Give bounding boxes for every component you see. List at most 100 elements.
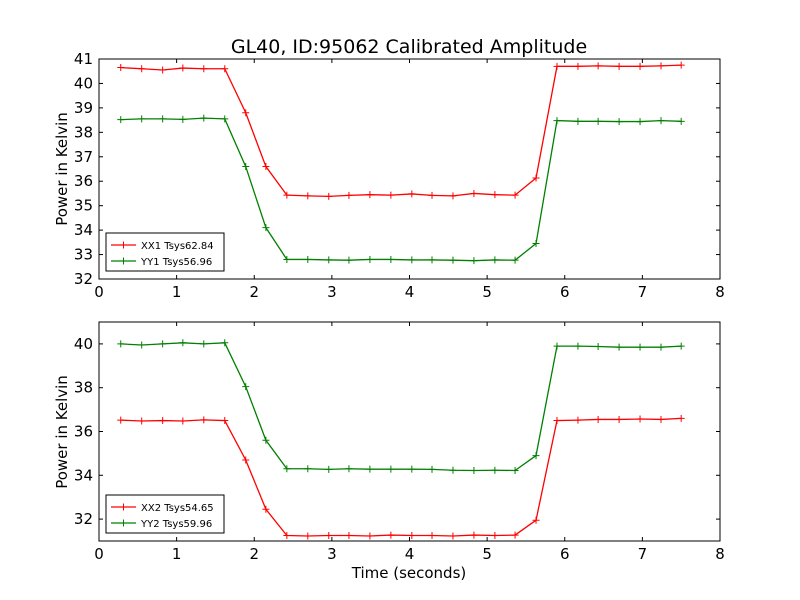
top-series-2-point: [636, 118, 644, 126]
bottom-series-1-point: [304, 532, 312, 540]
bottom-series-2-point: [636, 343, 644, 351]
bottom-series-1-point: [491, 532, 499, 540]
top-series-2-point: [574, 117, 582, 125]
top-xtick-label: 2: [249, 283, 259, 301]
top-xtick-label: 0: [94, 283, 104, 301]
top-series-1-point: [221, 65, 229, 73]
top-series-1-point: [470, 189, 478, 197]
bottom-series-1-point: [511, 531, 519, 539]
top-series-2-point: [532, 240, 540, 248]
top-xtick-label: 3: [327, 283, 337, 301]
bottom-series-2-point: [449, 466, 457, 474]
top-legend-label-1: XX1 Tsys62.84: [141, 241, 214, 252]
top-series-1-point: [615, 62, 623, 70]
bottom-series-2-point: [138, 341, 146, 349]
bottom-axes-frame: [98, 321, 721, 542]
top-series-1-point: [345, 191, 353, 199]
bottom-series-line-2: [120, 342, 682, 472]
bottom-xtick-label: 3: [327, 545, 337, 563]
bottom-series-1-point: [470, 531, 478, 539]
bottom-series-2-point: [387, 465, 395, 473]
top-series-1-point: [574, 62, 582, 70]
bottom-series-2-point: [677, 342, 685, 350]
bottom-series-2-point: [325, 465, 333, 473]
bottom-ytick-label: 34: [74, 466, 93, 484]
top-ytick-label: 40: [74, 74, 93, 92]
top-axes-frame: [98, 58, 721, 280]
bottom-xtick-label: 5: [482, 545, 492, 563]
top-ytick-label: 32: [74, 270, 93, 288]
top-series-1-point: [262, 163, 270, 171]
bottom-series-1-point: [532, 516, 540, 524]
top-ytick-label: 37: [74, 148, 93, 166]
bottom-series-line-1: [120, 417, 682, 537]
top-series-1-point: [553, 62, 561, 70]
top-series-2-point: [491, 256, 499, 264]
top-series-1-point: [117, 64, 125, 72]
top-series-2-point: [366, 255, 374, 263]
bottom-series-2-point: [532, 452, 540, 460]
bottom-series-1-point: [574, 416, 582, 424]
top-series-1-point: [366, 191, 374, 199]
bottom-xtick-label: 6: [560, 545, 570, 563]
bottom-series-2-point: [345, 465, 353, 473]
top-series-2-point: [553, 117, 561, 125]
bottom-ylabel: Power in Kelvin: [53, 375, 71, 489]
bottom-series-1-point: [408, 532, 416, 540]
bottom-series-1-point: [283, 532, 291, 540]
top-series-2-point: [387, 255, 395, 263]
bottom-series-1-point: [657, 415, 665, 423]
bottom-series-1-point: [636, 415, 644, 423]
bottom-xtick-label: 0: [94, 545, 104, 563]
top-series-1-point: [200, 65, 208, 73]
top-series-1-point: [325, 192, 333, 200]
top-ytick-label: 36: [74, 172, 93, 190]
bottom-series-1-point: [594, 415, 602, 423]
top-series-2-point: [221, 115, 229, 123]
bottom-legend-label-2: YY2 Tsys59.96: [140, 519, 212, 530]
bottom-series-1-point: [200, 416, 208, 424]
top-series-1-point: [159, 66, 167, 74]
top-series-2-point: [615, 118, 623, 126]
bottom-series-2-point: [615, 343, 623, 351]
top-series-line-2: [120, 117, 682, 262]
top-series-2-point: [594, 117, 602, 125]
bottom-series-2-point: [574, 342, 582, 350]
top-ytick-label: 33: [74, 246, 93, 264]
top-legend-marker-1: [120, 241, 127, 249]
top-series-2-point: [304, 255, 312, 263]
top-series-1-point: [242, 109, 250, 117]
top-series-2-point: [428, 256, 436, 264]
top-ytick-label: 39: [74, 99, 93, 117]
top-xtick-label: 7: [638, 283, 648, 301]
top-series-2-point: [657, 117, 665, 125]
top-series-2-point: [117, 116, 125, 124]
top-series-1-point: [387, 191, 395, 199]
bottom-ytick-label: 32: [74, 510, 93, 528]
bottom-series-2-point: [594, 343, 602, 351]
bottom-series-2-point: [470, 466, 478, 474]
bottom-series-1-point: [262, 505, 270, 513]
top-series-2-point: [262, 224, 270, 232]
bottom-ytick-label: 38: [74, 379, 93, 397]
bottom-series-2-point: [428, 465, 436, 473]
bottom-series-2-point: [283, 465, 291, 473]
top-series-2-point: [408, 256, 416, 264]
bottom-series-1-point: [428, 532, 436, 540]
bottom-legend-marker-2: [120, 519, 127, 527]
bottom-series-2-point: [242, 383, 250, 391]
top-series-1-point: [491, 191, 499, 199]
bottom-series-2-point: [511, 466, 519, 474]
bottom-legend-box: [105, 494, 225, 534]
bottom-series-1-point: [221, 417, 229, 425]
bottom-series-2-point: [200, 340, 208, 348]
top-series-line-1: [120, 64, 682, 198]
bottom-series-1-point: [366, 532, 374, 540]
bottom-series-1-point: [449, 532, 457, 540]
top-series-2-point: [283, 255, 291, 263]
bottom-series-1-point: [345, 532, 353, 540]
bottom-series-1-point: [387, 531, 395, 539]
top-ytick-label: 38: [74, 123, 93, 141]
top-series-2-point: [449, 256, 457, 264]
top-series-2-point: [200, 114, 208, 122]
